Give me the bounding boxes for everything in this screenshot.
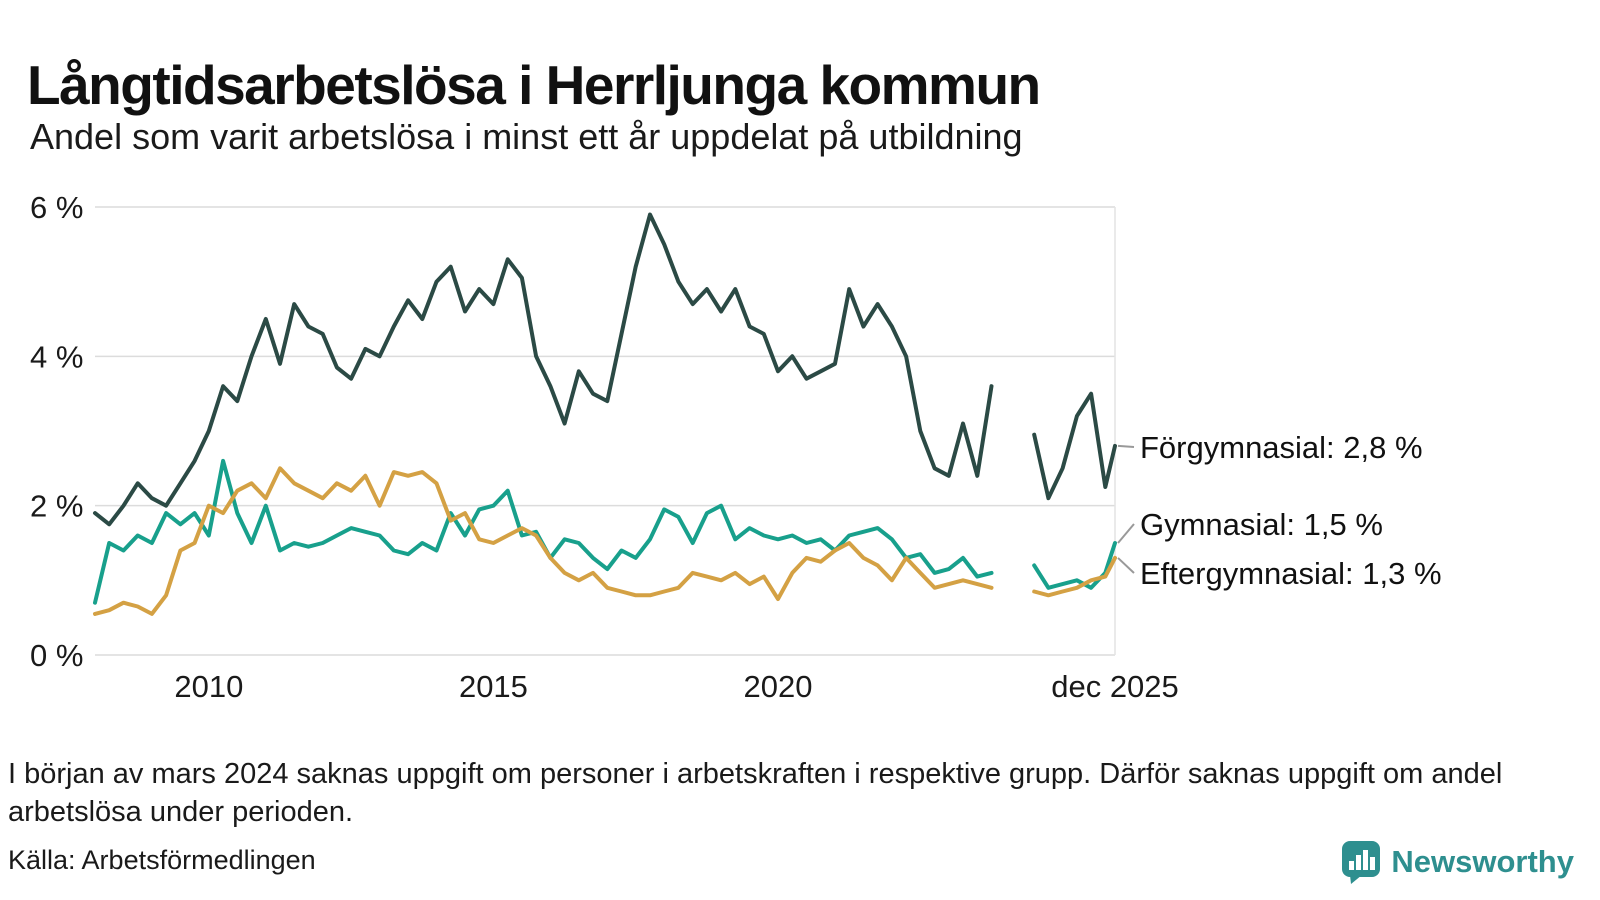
end-label-gymnasial: Gymnasial: 1,5 %	[1140, 507, 1383, 542]
line-chart: 0 % 2 % 4 % 6 % 2010 2015 2020 dec 2025	[30, 190, 1179, 704]
bar-chart-badge-icon	[1341, 840, 1381, 884]
svg-text:dec 2025: dec 2025	[1051, 669, 1179, 704]
svg-text:2 %: 2 %	[30, 489, 83, 524]
end-label-eftergymnasial: Eftergymnasial: 1,3 %	[1140, 556, 1442, 591]
newsworthy-logo-text: Newsworthy	[1391, 844, 1574, 879]
source-note: Källa: Arbetsförmedlingen	[8, 845, 316, 875]
svg-text:0 %: 0 %	[30, 638, 83, 673]
page-title: Långtidsarbetslösa i Herrljunga kommun	[27, 53, 1041, 116]
page-subtitle: Andel som varit arbetslösa i minst ett å…	[30, 116, 1023, 157]
svg-text:6 %: 6 %	[30, 190, 83, 225]
svg-text:2010: 2010	[174, 669, 243, 704]
svg-text:2020: 2020	[744, 669, 813, 704]
end-label-forgymnasial: Förgymnasial: 2,8 %	[1140, 430, 1423, 465]
newsworthy-logo: Newsworthy	[1341, 840, 1574, 884]
svg-text:4 %: 4 %	[30, 339, 83, 374]
svg-text:2015: 2015	[459, 669, 528, 704]
footnote: I början av mars 2024 saknas uppgift om …	[8, 758, 1503, 829]
